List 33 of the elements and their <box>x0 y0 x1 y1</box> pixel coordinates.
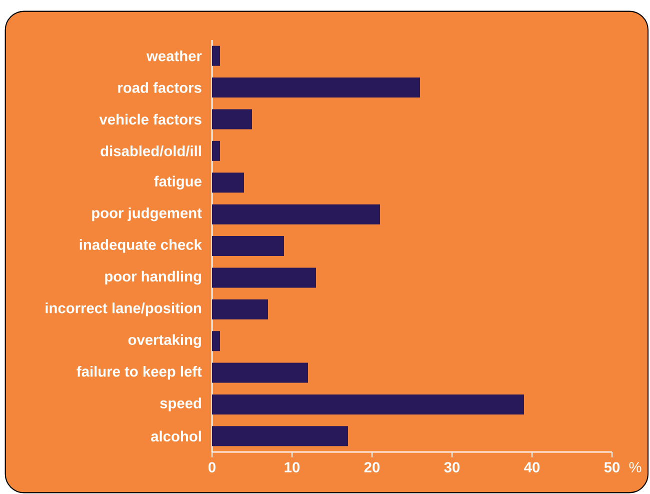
y-tick-label: speed <box>160 398 201 412</box>
x-tick-label: 50 <box>604 462 620 472</box>
x-tick-label: 40 <box>524 462 540 472</box>
bar <box>212 172 244 193</box>
bar <box>212 236 284 256</box>
y-tick-label: fatigue <box>154 176 202 190</box>
y-tick-label: road factors <box>118 82 202 93</box>
x-tick-label: 10 <box>284 462 300 472</box>
y-tick-label: inadequate check <box>80 239 202 253</box>
x-axis-title: % <box>629 462 642 472</box>
bar <box>212 268 316 288</box>
y-tick-label: incorrect lane/position <box>46 302 202 316</box>
bar <box>212 362 308 383</box>
bar <box>212 204 380 224</box>
y-tick-label: poor judgement <box>92 207 202 222</box>
bar <box>212 140 220 161</box>
y-tick-label: poor handling <box>105 270 201 285</box>
y-tick-label: failure to keep left <box>76 366 202 380</box>
x-tick-label: 0 <box>208 462 216 472</box>
bar <box>212 299 268 320</box>
bar <box>212 426 348 446</box>
y-tick-label: overtaking <box>128 334 201 348</box>
x-tick-label: 20 <box>364 462 380 472</box>
y-tick-label: alcohol <box>151 430 201 442</box>
bar <box>212 394 524 414</box>
bar <box>212 109 252 130</box>
bar <box>212 78 420 98</box>
y-tick-label: vehicle factors <box>99 114 202 125</box>
bar <box>212 46 220 66</box>
x-tick-label: 30 <box>444 462 460 472</box>
bar <box>212 331 220 352</box>
y-tick-label: weather <box>146 50 202 62</box>
y-tick-label: disabled/old/ill <box>100 145 201 156</box>
